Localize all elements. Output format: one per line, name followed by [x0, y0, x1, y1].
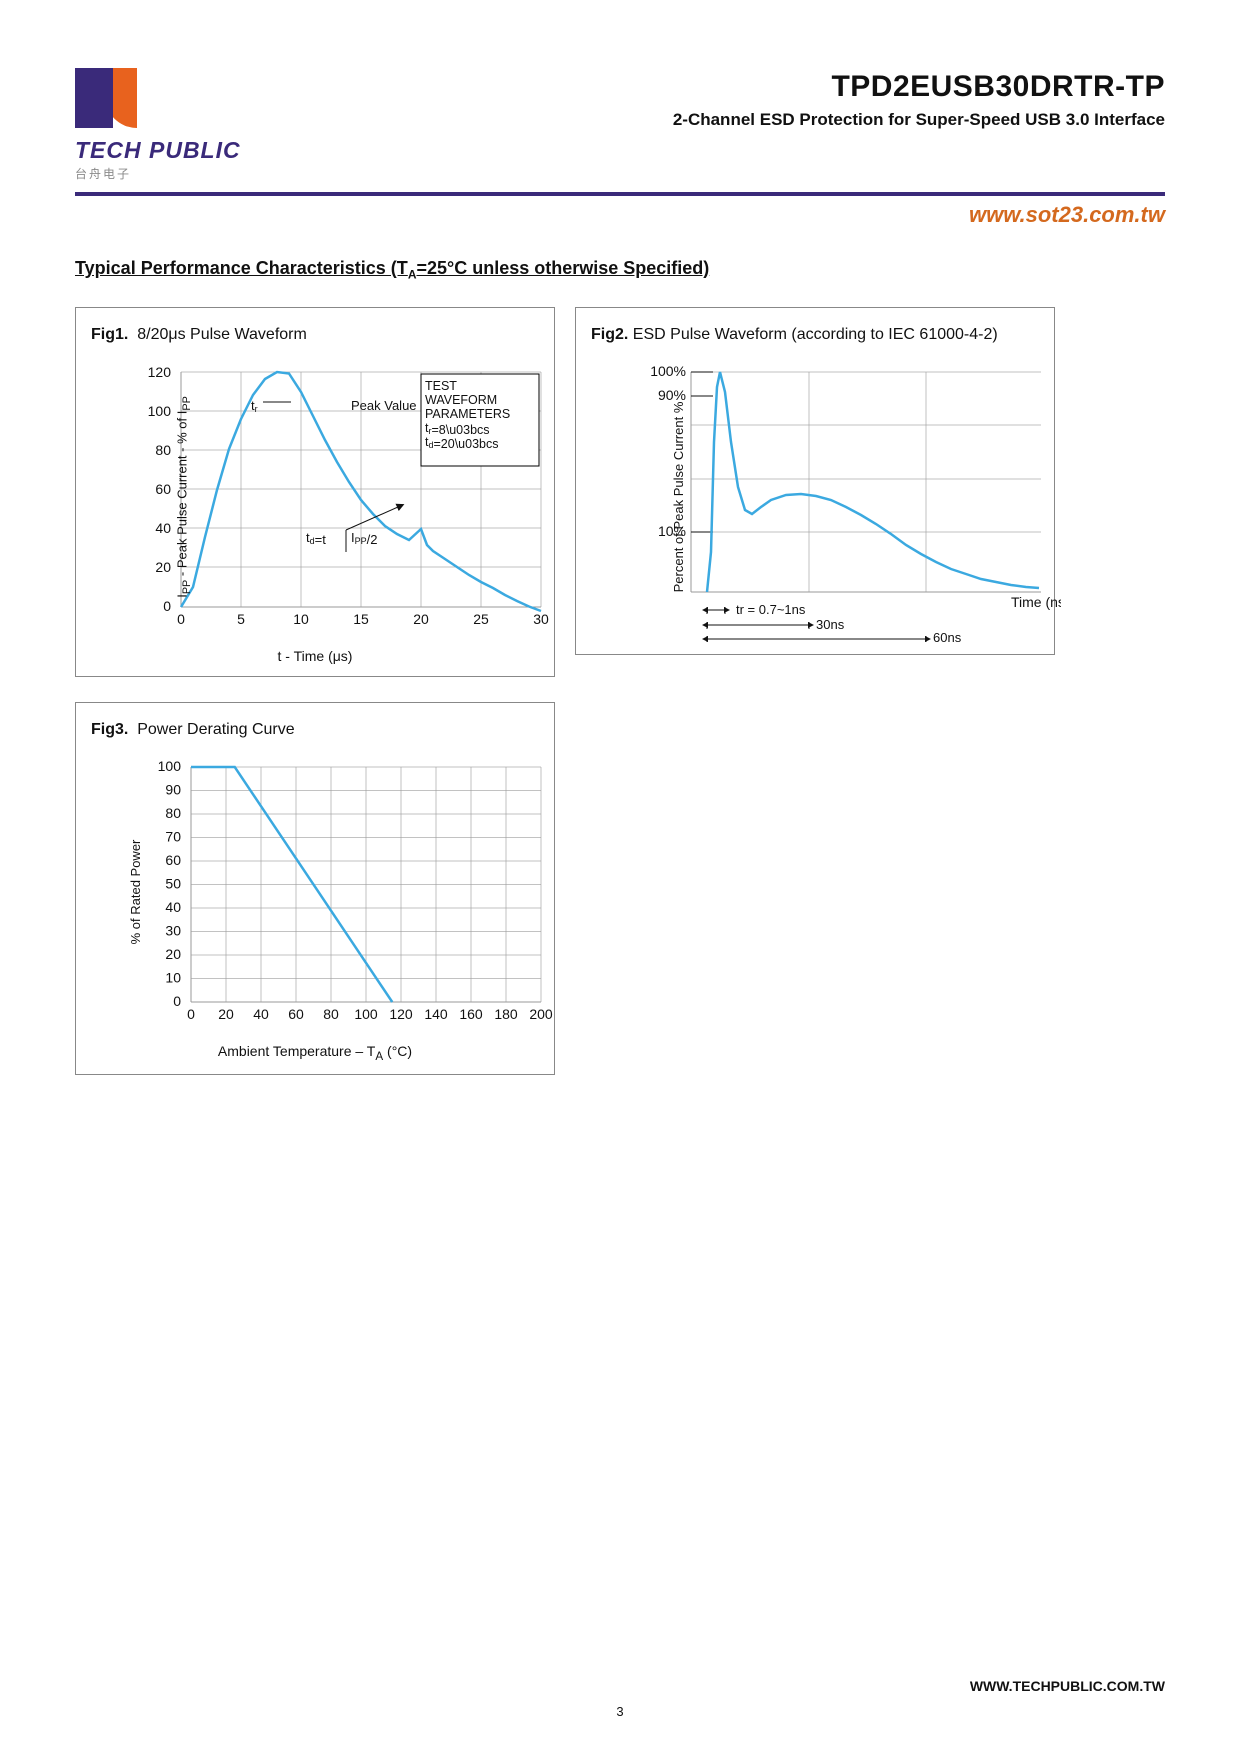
- svg-text:40: 40: [253, 1006, 269, 1022]
- title-block: TPD2EUSB30DRTR-TP 2-Channel ESD Protecti…: [325, 60, 1165, 130]
- svg-text:80: 80: [155, 442, 171, 458]
- svg-text:0: 0: [177, 611, 185, 627]
- svg-text:120: 120: [148, 364, 172, 380]
- fig3-container: Fig3. Power Derating Curve: [75, 702, 555, 1076]
- svg-text:60ns: 60ns: [933, 630, 962, 642]
- svg-text:20: 20: [155, 559, 171, 575]
- svg-text:Time (ns): Time (ns): [1011, 594, 1061, 610]
- svg-text:15: 15: [353, 611, 369, 627]
- svg-text:180: 180: [494, 1006, 518, 1022]
- svg-text:60: 60: [165, 852, 181, 868]
- svg-text:60: 60: [288, 1006, 304, 1022]
- svg-text:40: 40: [165, 899, 181, 915]
- svg-text:90: 90: [165, 781, 181, 797]
- fig3-ylabel: % of Rated Power: [128, 839, 143, 944]
- part-number: TPD2EUSB30DRTR-TP: [325, 70, 1165, 104]
- website-row: www.sot23.com.tw: [75, 202, 1165, 228]
- figures-row-2: Fig3. Power Derating Curve: [75, 702, 1165, 1076]
- brand-sub-label: 台舟电子: [75, 165, 131, 182]
- svg-text:0: 0: [187, 1006, 195, 1022]
- svg-text:40: 40: [155, 520, 171, 536]
- fig1-container: Fig1. 8/20μs Pulse Waveform: [75, 307, 555, 677]
- fig3-chart: 0 10 20 30 40 50 60 70 80 90 100 0: [121, 747, 561, 1037]
- website-link[interactable]: www.sot23.com.tw: [969, 202, 1165, 227]
- svg-text:60: 60: [155, 481, 171, 497]
- fig2-title: Fig2. ESD Pulse Waveform (according to I…: [591, 326, 1039, 344]
- svg-text:100: 100: [148, 403, 172, 419]
- svg-text:90%: 90%: [658, 387, 686, 403]
- fig1-xlabel: t - Time (μs): [91, 648, 539, 664]
- fig3-xlabel: Ambient Temperature – TA (°C): [91, 1043, 539, 1063]
- svg-text:TEST: TEST: [425, 379, 457, 393]
- svg-text:70: 70: [165, 828, 181, 844]
- svg-text:0: 0: [173, 993, 181, 1009]
- svg-text:30ns: 30ns: [816, 617, 845, 632]
- fig1-ylabel: IPP - Peak Pulse Current - % of IPP: [175, 396, 194, 598]
- figures-row-1: Fig1. 8/20μs Pulse Waveform: [75, 307, 1165, 677]
- fig3-chart-svg: 0 10 20 30 40 50 60 70 80 90 100 0: [121, 747, 561, 1037]
- svg-text:80: 80: [165, 805, 181, 821]
- svg-text:100: 100: [354, 1006, 378, 1022]
- svg-text:30: 30: [165, 922, 181, 938]
- svg-text:100%: 100%: [650, 363, 686, 379]
- svg-text:10: 10: [165, 969, 181, 985]
- fig2-container: Fig2. ESD Pulse Waveform (according to I…: [575, 307, 1055, 655]
- svg-text:10: 10: [293, 611, 309, 627]
- fig3-title: Fig3. Power Derating Curve: [91, 721, 539, 739]
- svg-text:25: 25: [473, 611, 489, 627]
- fig2-chart: 100% 90% 10% Time (ns) t: [621, 352, 1061, 642]
- brand-name: TECH PUBLIC: [75, 137, 241, 164]
- svg-text:PARAMETERS: PARAMETERS: [425, 407, 510, 421]
- svg-text:tr = 0.7~1ns: tr = 0.7~1ns: [736, 602, 806, 617]
- svg-text:WAVEFORM: WAVEFORM: [425, 393, 497, 407]
- svg-text:IPP/2: IPP/2: [351, 530, 377, 547]
- header-section: TECH PUBLIC 台舟电子 TPD2EUSB30DRTR-TP 2-Cha…: [75, 60, 1165, 182]
- svg-text:160: 160: [459, 1006, 483, 1022]
- svg-text:20: 20: [218, 1006, 234, 1022]
- svg-text:td=20\u03bcs: td=20\u03bcs: [425, 435, 498, 451]
- fig1-title: Fig1. 8/20μs Pulse Waveform: [91, 326, 539, 344]
- svg-text:tr=8\u03bcs: tr=8\u03bcs: [425, 421, 490, 437]
- svg-text:120: 120: [389, 1006, 413, 1022]
- fig2-ylabel: Percent of Peak Pulse Current %: [671, 401, 686, 592]
- fig2-chart-svg: 100% 90% 10% Time (ns) t: [621, 352, 1061, 642]
- part-description: 2-Channel ESD Protection for Super-Speed…: [325, 110, 1165, 130]
- svg-text:30: 30: [533, 611, 549, 627]
- svg-text:140: 140: [424, 1006, 448, 1022]
- svg-text:20: 20: [165, 946, 181, 962]
- svg-text:100: 100: [158, 758, 182, 774]
- datasheet-page: TECH PUBLIC 台舟电子 TPD2EUSB30DRTR-TP 2-Cha…: [0, 0, 1240, 1754]
- svg-text:50: 50: [165, 875, 181, 891]
- fig1-chart: 0 20 40 60 80 100 120 0 5 10 15 20: [121, 352, 561, 642]
- header-divider: [75, 192, 1165, 196]
- page-number: 3: [0, 1704, 1240, 1719]
- footer-website: WWW.TECHPUBLIC.COM.TW: [75, 1678, 1165, 1694]
- svg-text:200: 200: [529, 1006, 553, 1022]
- svg-text:tr: tr: [251, 398, 258, 414]
- svg-text:td=t: td=t: [306, 530, 326, 547]
- section-title: Typical Performance Characteristics (TA=…: [75, 258, 1165, 282]
- brand-logo: TECH PUBLIC 台舟电子: [75, 60, 305, 182]
- svg-text:0: 0: [163, 598, 171, 614]
- logo-mark-icon: [75, 60, 137, 135]
- svg-text:5: 5: [237, 611, 245, 627]
- svg-text:20: 20: [413, 611, 429, 627]
- svg-text:80: 80: [323, 1006, 339, 1022]
